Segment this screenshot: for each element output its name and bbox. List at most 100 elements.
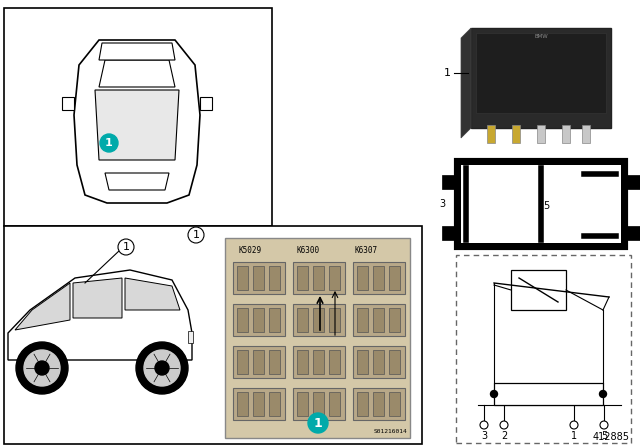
Bar: [293, 388, 345, 420]
Bar: [357, 308, 368, 332]
Polygon shape: [626, 226, 640, 240]
Circle shape: [35, 361, 49, 375]
Bar: [353, 304, 405, 336]
Bar: [373, 392, 384, 416]
Circle shape: [144, 350, 180, 386]
Bar: [293, 262, 345, 294]
Circle shape: [188, 227, 204, 243]
Bar: [225, 238, 410, 438]
Bar: [297, 266, 308, 290]
Bar: [253, 266, 264, 290]
Polygon shape: [15, 283, 70, 330]
Circle shape: [100, 134, 118, 152]
Bar: [269, 308, 280, 332]
Bar: [357, 266, 368, 290]
Bar: [456, 255, 631, 443]
Text: 1: 1: [639, 169, 640, 179]
Bar: [329, 350, 340, 374]
Text: 3: 3: [439, 199, 445, 209]
Text: K6307: K6307: [355, 246, 378, 254]
Bar: [293, 346, 345, 378]
Polygon shape: [125, 278, 180, 310]
Bar: [389, 308, 400, 332]
Bar: [329, 266, 340, 290]
Bar: [389, 350, 400, 374]
Polygon shape: [95, 90, 179, 160]
Bar: [297, 350, 308, 374]
Text: 412885: 412885: [593, 432, 630, 442]
Text: 1: 1: [314, 417, 323, 430]
Circle shape: [155, 361, 169, 375]
Bar: [237, 308, 248, 332]
Bar: [511, 270, 566, 310]
Text: 1: 1: [193, 230, 200, 240]
Circle shape: [136, 342, 188, 394]
Bar: [512, 125, 520, 143]
Polygon shape: [73, 278, 122, 318]
Circle shape: [490, 391, 497, 397]
Bar: [313, 266, 324, 290]
Polygon shape: [8, 270, 192, 360]
Text: K6300: K6300: [296, 246, 319, 254]
Bar: [494, 383, 603, 405]
Bar: [237, 350, 248, 374]
Bar: [269, 392, 280, 416]
Bar: [456, 160, 626, 248]
Polygon shape: [442, 175, 456, 189]
Circle shape: [118, 239, 134, 255]
Polygon shape: [62, 97, 74, 110]
Bar: [353, 388, 405, 420]
Bar: [353, 346, 405, 378]
Text: 2: 2: [639, 231, 640, 241]
Text: 5: 5: [543, 201, 549, 211]
Bar: [297, 308, 308, 332]
Bar: [313, 308, 324, 332]
Bar: [253, 392, 264, 416]
Bar: [233, 262, 285, 294]
Text: 1: 1: [122, 242, 129, 252]
Bar: [269, 350, 280, 374]
Polygon shape: [99, 43, 175, 60]
Polygon shape: [461, 28, 471, 138]
Bar: [471, 28, 611, 128]
Bar: [389, 392, 400, 416]
Circle shape: [308, 413, 328, 433]
Polygon shape: [442, 226, 456, 240]
Bar: [313, 350, 324, 374]
Bar: [297, 392, 308, 416]
Text: BMW: BMW: [534, 34, 548, 39]
Text: K5029: K5029: [239, 246, 262, 254]
Polygon shape: [105, 173, 169, 190]
Bar: [293, 304, 345, 336]
Bar: [4, 226, 422, 444]
Bar: [461, 165, 621, 243]
Bar: [253, 350, 264, 374]
Bar: [269, 266, 280, 290]
Circle shape: [500, 421, 508, 429]
Bar: [233, 388, 285, 420]
Bar: [313, 392, 324, 416]
Bar: [237, 392, 248, 416]
Text: 1: 1: [105, 138, 113, 148]
Bar: [188, 331, 193, 343]
Circle shape: [480, 421, 488, 429]
Text: S01216014: S01216014: [373, 429, 407, 434]
Circle shape: [24, 350, 60, 386]
Bar: [476, 33, 606, 113]
Text: 3: 3: [481, 431, 487, 441]
Bar: [357, 392, 368, 416]
Bar: [537, 125, 545, 143]
Bar: [253, 308, 264, 332]
Polygon shape: [99, 60, 175, 87]
Polygon shape: [626, 175, 640, 189]
Circle shape: [16, 342, 68, 394]
Bar: [353, 262, 405, 294]
Text: 1: 1: [571, 431, 577, 441]
Bar: [329, 308, 340, 332]
Bar: [373, 350, 384, 374]
Bar: [237, 266, 248, 290]
Circle shape: [570, 421, 578, 429]
Bar: [233, 304, 285, 336]
Bar: [329, 392, 340, 416]
Text: 2: 2: [501, 431, 507, 441]
